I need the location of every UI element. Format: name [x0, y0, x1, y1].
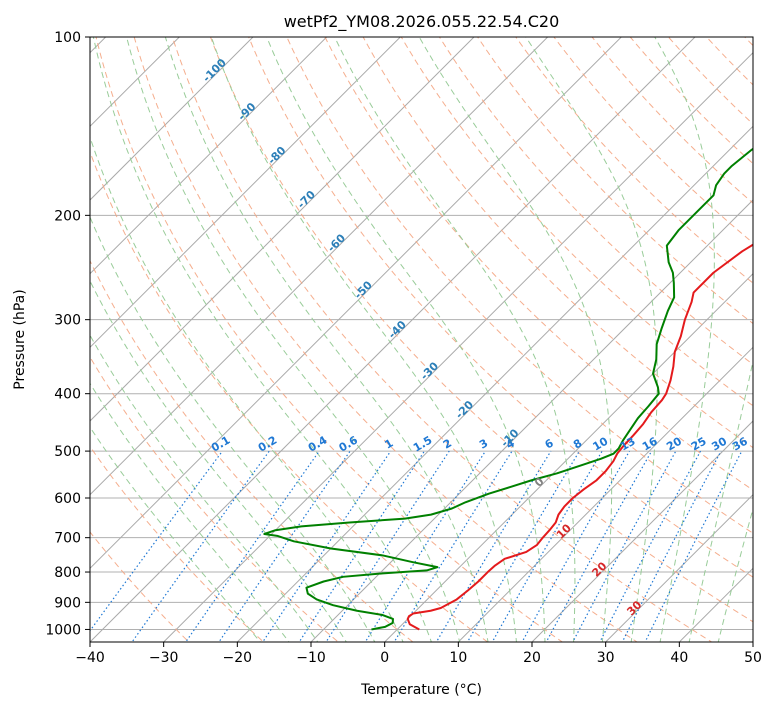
x-tick-label-4: 0 [380, 650, 389, 666]
isotherm-20 [531, 420, 753, 642]
x-axis-label: Temperature (°C) [360, 682, 482, 698]
mixing-ratio-line-9 [435, 450, 552, 642]
x-tick-label-5: 10 [449, 650, 467, 666]
moist-adiabat-28 [418, 37, 613, 642]
mixing-ratio-line-3 [218, 450, 351, 642]
isotherm--90 [90, 37, 328, 275]
moist-adiabat-32 [525, 37, 658, 642]
axes: −40 −30 −20 −10 0 10 20 30 40 50 100 200 300 400 500 60… [45, 30, 762, 666]
dry-adiabat-20 [95, 37, 564, 642]
x-tick-label-2: −20 [223, 650, 253, 666]
dry-adiabat-0 [90, 259, 414, 642]
isotherm-30 [604, 493, 753, 642]
isotherm-0 [383, 272, 753, 642]
mixing-ratio-line-10 [466, 450, 580, 642]
y-axis-label: Pressure (hPa) [12, 289, 28, 389]
moist-adiabat--16 [90, 382, 290, 642]
dry-adiabat-10 [90, 150, 489, 642]
isotherm--30 [162, 51, 753, 642]
dry-adiabat--20 [90, 445, 265, 642]
mixing-ratio-line-6 [325, 450, 450, 642]
mixing-ratio-line-8 [393, 450, 513, 642]
mixing-ratio-line-12 [521, 450, 631, 642]
mixing-ratio-line-1 [131, 450, 270, 642]
moist-adiabat-36 [654, 37, 715, 642]
isotherm--10 [310, 199, 753, 642]
moist-adiabat-24 [334, 37, 576, 642]
isotherm--40 [90, 37, 696, 642]
isotherm--50 [90, 37, 623, 570]
moist-adiabat-0 [90, 135, 404, 642]
chart-title: wetPf2_YM08.2026.055.22.54.C20 [284, 12, 560, 32]
mixing-ratio-line-5 [298, 450, 425, 642]
dry-adiabat-30 [133, 37, 638, 642]
x-tick-label-1: −30 [149, 650, 179, 666]
y-tick-label-7: 800 [54, 565, 81, 581]
isotherm--70 [90, 37, 475, 422]
y-tick-label-8: 900 [54, 595, 81, 611]
dry-adiabat-50 [209, 37, 753, 623]
background-lines [90, 37, 753, 642]
dry-adiabat-40 [171, 37, 713, 642]
x-tick-label-8: 40 [670, 650, 688, 666]
y-tick-label-5: 600 [54, 491, 81, 507]
isotherm--100 [90, 37, 254, 201]
mixing-ratio-line-14 [572, 450, 677, 642]
mixing-ratio-line-4 [262, 450, 392, 642]
moist-adiabat--20 [90, 426, 261, 642]
moist-adiabat-20 [266, 37, 546, 642]
y-tick-label-4: 500 [54, 444, 81, 460]
moist-adiabat--12 [90, 334, 319, 642]
mixing-ratio-line-11 [491, 450, 603, 642]
y-tick-label-2: 300 [54, 313, 81, 329]
mixing-ratio-line-15 [599, 450, 702, 642]
y-tick-label-1: 200 [54, 208, 81, 224]
x-tick-label-6: 20 [523, 650, 541, 666]
moist-adiabat-44 [717, 506, 753, 642]
isotherm-10 [457, 346, 753, 642]
dry-adiabat-80 [324, 37, 753, 491]
moist-adiabat-16 [210, 37, 517, 642]
dry-adiabat--10 [90, 356, 339, 642]
moist-adiabat--8 [90, 279, 347, 642]
dry-adiabat-70 [286, 37, 753, 534]
isotherm--80 [90, 37, 402, 349]
y-tick-label-0: 100 [54, 30, 81, 46]
y-tick-label-3: 400 [54, 387, 81, 403]
moist-adiabat-8 [126, 37, 461, 642]
moist-adiabat-12 [164, 37, 489, 642]
x-tick-label-3: −10 [296, 650, 326, 666]
isotherm--110 [90, 37, 181, 128]
dry-adiabat--30 [90, 531, 190, 642]
dry-adiabat-90 [362, 37, 753, 449]
profile-lines [263, 147, 753, 631]
x-tick-label-0: −40 [75, 650, 105, 666]
plot-frame [89, 36, 754, 643]
temperature-line [406, 243, 753, 631]
mixing-ratio-line-0 [90, 450, 223, 632]
y-tick-label-9: 1000 [45, 622, 81, 638]
isotherm--20 [236, 125, 753, 642]
x-tick-label-7: 30 [597, 650, 615, 666]
moist-adiabat-40 [688, 358, 753, 642]
dry-adiabat-60 [248, 37, 753, 578]
x-tick-label-9: 50 [744, 650, 762, 666]
y-tick-label-6: 700 [54, 531, 81, 547]
dry-adiabat-130 [515, 37, 753, 284]
dewpoint-line [263, 147, 753, 631]
isotherm--60 [90, 37, 549, 496]
moist-adiabat--4 [90, 215, 376, 642]
mixing-ratio-line-13 [545, 450, 653, 642]
